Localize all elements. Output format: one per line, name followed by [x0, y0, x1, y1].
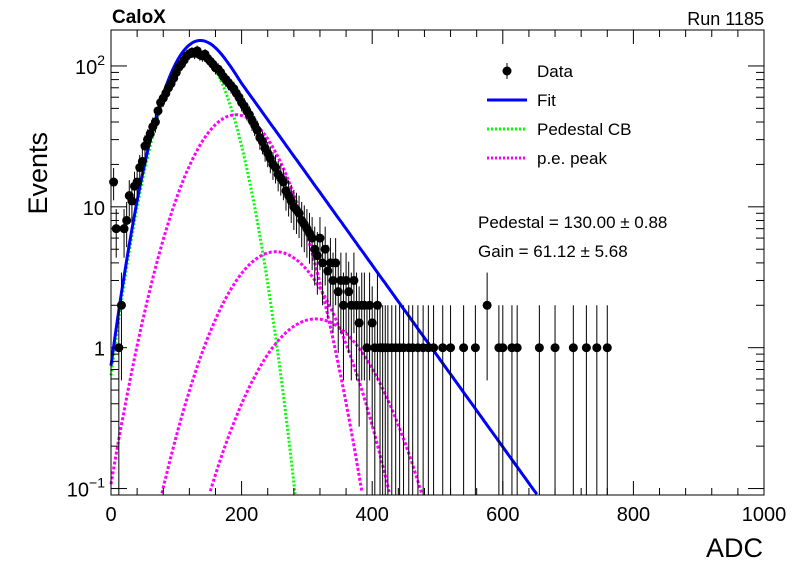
data-point: [278, 177, 288, 187]
data-points-layer: [109, 45, 612, 495]
x-tick-label: 400: [356, 504, 389, 526]
data-point: [362, 343, 372, 353]
data-point: [482, 300, 492, 310]
data-point: [372, 300, 382, 310]
y-tick-label: 102: [75, 52, 105, 79]
data-point: [568, 343, 578, 353]
data-point: [328, 275, 338, 285]
y-tick-label: 10−1: [67, 475, 105, 502]
x-tick-label: 1000: [742, 504, 787, 526]
data-point: [592, 343, 602, 353]
data-point: [534, 343, 544, 353]
legend-label: Pedestal CB: [537, 120, 632, 139]
legend-label: Data: [537, 62, 573, 81]
y-tick-label: 10: [83, 198, 105, 220]
stat-line: Gain = 61.12 ± 5.68: [478, 242, 628, 261]
data-point: [438, 343, 448, 353]
legend-label: Fit: [537, 91, 556, 110]
data-point: [315, 233, 325, 243]
data-point: [132, 177, 142, 187]
legend-marker: [502, 66, 512, 76]
ticks-layer: 0 200 400 600 800 1000 10−1 1 10 102: [67, 30, 786, 526]
data-point: [344, 287, 354, 297]
y-axis-label: Events: [23, 132, 53, 215]
data-point: [349, 275, 359, 285]
data-point: [109, 177, 119, 187]
pe-peak-curve-2: [160, 250, 391, 494]
x-tick-label: 800: [617, 504, 650, 526]
data-point: [318, 258, 328, 268]
legend-label: p.e. peak: [537, 149, 607, 168]
y-tick-label: 1: [94, 339, 105, 361]
data-point: [602, 343, 612, 353]
data-point: [153, 106, 163, 116]
pe-peak-curve-1: [109, 113, 364, 492]
stats-box: Pedestal = 130.00 ± 0.88 Gain = 61.12 ± 5…: [478, 213, 667, 261]
curves-layer: [109, 39, 539, 496]
data-point: [550, 343, 560, 353]
data-point: [354, 318, 364, 328]
data-point: [367, 318, 377, 328]
data-point: [307, 233, 317, 243]
data-point: [429, 343, 439, 353]
fit-curve: [109, 39, 539, 496]
axes-frame: [110, 29, 765, 496]
chart-title-right: Run 1185: [687, 9, 764, 29]
x-axis-label: ADC: [706, 533, 763, 563]
data-point: [150, 117, 160, 127]
data-point: [365, 300, 375, 310]
x-tick-label: 600: [486, 504, 519, 526]
data-point: [470, 343, 480, 353]
data-point: [459, 343, 469, 353]
data-point: [122, 215, 132, 225]
data-point: [127, 196, 137, 206]
x-tick-label: 0: [105, 504, 116, 526]
stat-line: Pedestal = 130.00 ± 0.88: [478, 213, 667, 232]
data-point: [331, 258, 341, 268]
data-point: [446, 343, 456, 353]
data-point: [581, 343, 591, 353]
pe-peak-curve-3: [208, 317, 424, 495]
chart-title-left: CaloX: [112, 7, 166, 28]
data-point: [119, 224, 129, 234]
data-point: [137, 156, 147, 166]
legend: Data Fit Pedestal CB p.e. peak: [487, 62, 632, 168]
x-tick-label: 200: [225, 504, 258, 526]
data-point: [116, 300, 126, 310]
data-point: [320, 244, 330, 254]
data-point: [494, 343, 504, 353]
plot-frame: [110, 29, 765, 496]
data-point: [323, 266, 333, 276]
data-point: [338, 300, 348, 310]
data-point: [333, 287, 343, 297]
data-point: [507, 343, 517, 353]
data-point: [312, 251, 322, 261]
data-point: [341, 275, 351, 285]
